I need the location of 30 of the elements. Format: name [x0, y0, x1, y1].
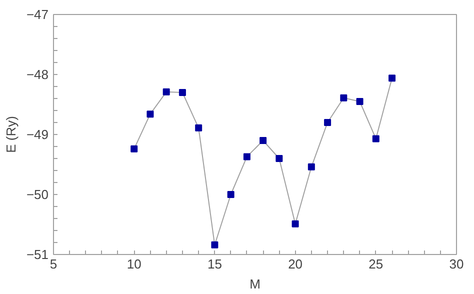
point	[162, 88, 170, 96]
y-tick-label: −48	[26, 67, 49, 82]
y-tick-label: −50	[26, 187, 49, 202]
point	[227, 191, 234, 198]
x-tick-label: 15	[207, 256, 222, 272]
point	[260, 137, 267, 144]
point	[324, 119, 332, 126]
point	[178, 89, 186, 96]
point	[372, 135, 380, 142]
y-axis-title: E (Ry)	[3, 116, 18, 153]
y-tick-label: −49	[26, 127, 49, 142]
point	[388, 74, 396, 82]
point	[276, 155, 283, 162]
point	[356, 98, 364, 105]
x-tick-label: 20	[288, 256, 303, 272]
x-tick-label: 10	[126, 256, 142, 272]
point	[308, 163, 315, 170]
x-tick-label: 30	[449, 256, 464, 272]
y-tick-label: −51	[26, 247, 49, 262]
x-axis-title: M	[250, 276, 260, 292]
point	[292, 220, 299, 228]
x-tick-label: 25	[368, 256, 384, 272]
point	[340, 94, 348, 102]
point	[130, 145, 138, 152]
y-tick-label: −47	[26, 7, 49, 22]
point	[243, 153, 250, 160]
point	[211, 241, 218, 248]
point	[146, 110, 154, 118]
point	[195, 124, 202, 132]
x-tick-label: 5	[50, 256, 58, 272]
